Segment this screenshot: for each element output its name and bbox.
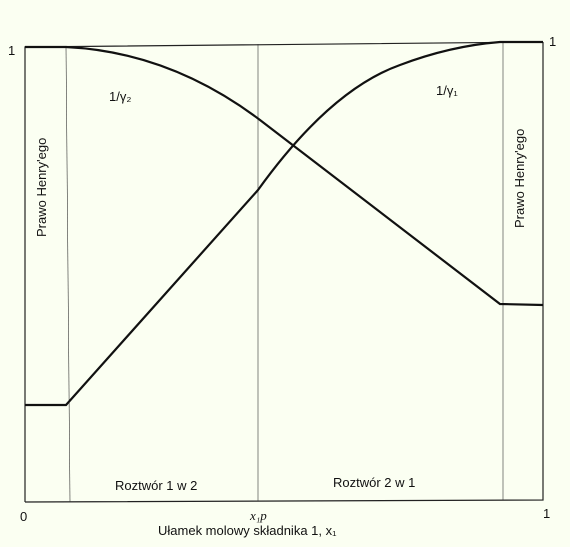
x-axis-label: Ułamek molowy składnika 1, x₁ — [158, 523, 337, 538]
tick-y-left-1: 1 — [8, 43, 15, 58]
tick-y-right-1: 1 — [549, 34, 556, 49]
label-henry-left: Prawo Henry'ego — [34, 138, 49, 237]
label-henry-right: Prawo Henry'ego — [512, 129, 527, 228]
label-region-1-in-2: Roztwór 1 w 2 — [115, 478, 197, 493]
label-inverse-gamma1: 1/γ₁ — [436, 83, 458, 98]
tick-x-x1p: x₁p — [249, 508, 267, 523]
divider-left-henry — [65, 46, 71, 503]
label-inverse-gamma2: 1/γ₂ — [109, 89, 131, 104]
curve-inverse-gamma2 — [25, 45, 544, 307]
tick-x-1: 1 — [543, 506, 550, 521]
frame-right-bottom — [24, 42, 544, 503]
label-region-2-in-1: Roztwór 2 w 1 — [333, 475, 415, 490]
frame-left-top — [24, 41, 544, 502]
curve-inverse-gamma1 — [25, 40, 543, 407]
tick-x-0: 0 — [20, 509, 27, 524]
